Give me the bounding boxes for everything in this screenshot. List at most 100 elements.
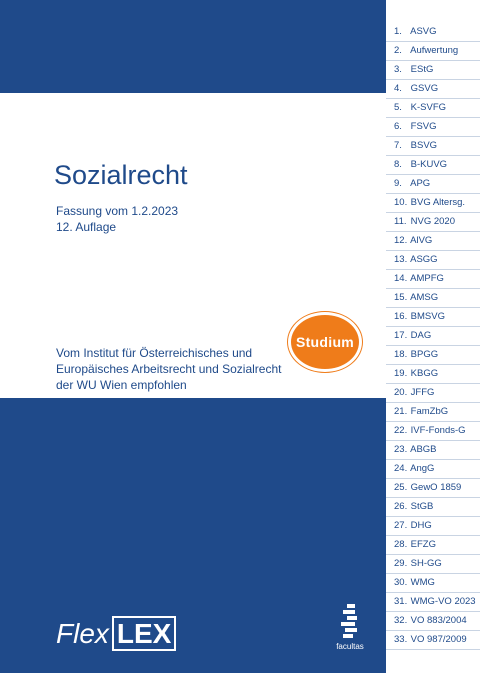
tab-item: 7. BSVG — [386, 137, 480, 156]
tab-number: 25. — [394, 482, 408, 493]
tab-label: DHG — [410, 520, 432, 531]
tab-number: 9. — [394, 178, 402, 189]
tab-item: 3. EStG — [386, 61, 480, 80]
tab-number: 17. — [394, 330, 408, 341]
tab-label: DAG — [410, 330, 432, 341]
tab-number: 15. — [394, 292, 408, 303]
tab-label: KBGG — [410, 368, 439, 379]
tab-label: Aufwertung — [410, 45, 459, 56]
tab-item: 19. KBGG — [386, 365, 480, 384]
tab-number: 3. — [394, 64, 402, 75]
tab-item: 28. EFZG — [386, 536, 480, 555]
recommendation-line-2: Europäisches Arbeitsrecht und Sozialrech… — [56, 362, 282, 376]
tab-label: ABGB — [410, 444, 437, 455]
tab-number: 22. — [394, 425, 408, 436]
tab-number: 6. — [394, 121, 402, 132]
tab-item: 15. AMSG — [386, 289, 480, 308]
tab-number: 21. — [394, 406, 408, 417]
tab-label: FamZbG — [410, 406, 449, 417]
tab-label: AngG — [410, 463, 435, 474]
tab-label: SH-GG — [410, 558, 442, 569]
tab-label: WMG-VO 2023 — [410, 596, 476, 607]
tab-label: GSVG — [410, 83, 439, 94]
tab-item: 2. Aufwertung — [386, 42, 480, 61]
tab-label: AMPFG — [410, 273, 444, 284]
tab-label: EStG — [410, 64, 434, 75]
tab-number: 31. — [394, 596, 408, 607]
tab-label: WMG — [410, 577, 435, 588]
tab-label: ASVG — [410, 26, 437, 37]
tab-item: 11. NVG 2020 — [386, 213, 480, 232]
tab-item: 14. AMPFG — [386, 270, 480, 289]
tab-label: VO 987/2009 — [410, 634, 467, 645]
tab-item: 17. DAG — [386, 327, 480, 346]
tab-item: 8. B-KUVG — [386, 156, 480, 175]
book-cover: Sozialrecht Fassung vom 1.2.2023 12. Auf… — [0, 0, 386, 673]
tab-number: 1. — [394, 26, 402, 37]
tab-number: 12. — [394, 235, 408, 246]
tab-item: 16. BMSVG — [386, 308, 480, 327]
tab-item: 33. VO 987/2009 — [386, 631, 480, 650]
tab-label: EFZG — [410, 539, 436, 550]
tab-number: 27. — [394, 520, 408, 531]
tab-item: 21. FamZbG — [386, 403, 480, 422]
book-title: Sozialrecht — [54, 160, 188, 190]
tab-number: 23. — [394, 444, 408, 455]
tab-item: 32. VO 883/2004 — [386, 612, 480, 631]
tab-number: 13. — [394, 254, 408, 265]
tab-number: 32. — [394, 615, 408, 626]
tab-label: K-SVFG — [410, 102, 447, 113]
flexlex-logo: Flex LEX — [56, 616, 177, 651]
badge-label: Studium — [295, 334, 355, 350]
tab-label: B-KUVG — [410, 159, 448, 170]
tab-number: 14. — [394, 273, 408, 284]
tab-label: BPGG — [410, 349, 439, 360]
tab-number: 10. — [394, 197, 408, 208]
tab-label: BVG Altersg. — [410, 197, 466, 208]
tab-label: AlVG — [410, 235, 433, 246]
tab-number: 16. — [394, 311, 408, 322]
tab-label: IVF-Fonds-G — [410, 425, 466, 436]
tab-item: 18. BPGG — [386, 346, 480, 365]
tab-item: 29. SH-GG — [386, 555, 480, 574]
publisher-logo: facultas — [330, 604, 370, 651]
tab-number: 20. — [394, 387, 408, 398]
tab-number: 4. — [394, 83, 402, 94]
tab-number: 2. — [394, 45, 402, 56]
logo-flex: Flex — [56, 618, 109, 649]
recommendation-text: Vom Institut für Österreichisches und Eu… — [56, 345, 281, 393]
tab-item: 6. FSVG — [386, 118, 480, 137]
tab-item: 9. APG — [386, 175, 480, 194]
tab-number: 26. — [394, 501, 408, 512]
tab-label: GewO 1859 — [410, 482, 462, 493]
tab-number: 19. — [394, 368, 408, 379]
tab-number: 30. — [394, 577, 408, 588]
facultas-icon — [341, 604, 357, 638]
edition-date: Fassung vom 1.2.2023 — [56, 204, 179, 218]
edition-info: Fassung vom 1.2.2023 12. Auflage — [56, 203, 178, 235]
tab-item: 30. WMG — [386, 574, 480, 593]
tab-item: 10. BVG Altersg. — [386, 194, 480, 213]
tab-number: 24. — [394, 463, 408, 474]
tab-item: 25. GewO 1859 — [386, 479, 480, 498]
tab-number: 28. — [394, 539, 408, 550]
tab-label: BMSVG — [410, 311, 445, 322]
tab-item: 24. AngG — [386, 460, 480, 479]
tab-label: APG — [410, 178, 431, 189]
recommendation-line-1: Vom Institut für Österreichisches und — [56, 346, 253, 360]
tab-number: 18. — [394, 349, 408, 360]
tab-label: StGB — [410, 501, 434, 512]
tab-item: 5. K-SVFG — [386, 99, 480, 118]
tab-item: 4. GSVG — [386, 80, 480, 99]
studium-badge: Studium — [288, 312, 362, 372]
tab-number: 5. — [394, 102, 402, 113]
tab-item: 23. ABGB — [386, 441, 480, 460]
tab-number: 29. — [394, 558, 408, 569]
tab-number: 11. — [394, 216, 407, 227]
law-tab-index: 1. ASVG 2. Aufwertung 3. EStG 4. GSVG 5. K-S… — [386, 23, 480, 650]
tab-label: JFFG — [410, 387, 435, 398]
recommendation-line-3: der WU Wien empfohlen — [56, 378, 187, 392]
tab-item: 13. ASGG — [386, 251, 480, 270]
edition-number: 12. Auflage — [56, 220, 117, 234]
tab-number: 33. — [394, 634, 408, 645]
